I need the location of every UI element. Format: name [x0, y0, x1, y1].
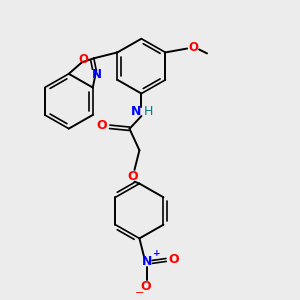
Text: N: N — [92, 68, 102, 81]
Text: O: O — [78, 53, 88, 66]
Text: O: O — [188, 41, 198, 54]
Text: N: N — [131, 105, 142, 118]
Text: +: + — [153, 249, 161, 258]
Text: O: O — [97, 119, 107, 132]
Text: O: O — [169, 254, 179, 266]
Text: −: − — [135, 288, 144, 298]
Text: O: O — [127, 170, 138, 183]
Text: H: H — [144, 105, 153, 118]
Text: N: N — [142, 255, 152, 268]
Text: O: O — [140, 280, 151, 293]
